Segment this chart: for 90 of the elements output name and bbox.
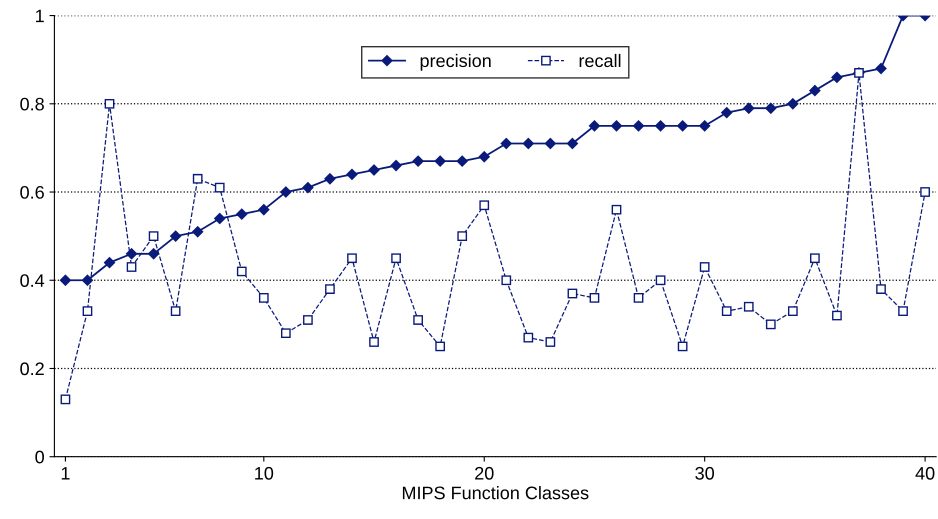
- y-tick-label: 0.4: [20, 274, 44, 287]
- point: [456, 156, 468, 167]
- point: [170, 230, 182, 242]
- point: [60, 394, 70, 404]
- point: [656, 275, 666, 286]
- point: [632, 120, 644, 132]
- point: [546, 337, 556, 347]
- y-tick-label: 0.6: [20, 186, 44, 199]
- point: [457, 231, 468, 242]
- point: [721, 107, 732, 118]
- point: [788, 306, 798, 316]
- point: [346, 168, 358, 180]
- point: [303, 315, 313, 325]
- point: [875, 62, 887, 74]
- point: [368, 164, 380, 176]
- point: [544, 138, 556, 150]
- point: [722, 306, 732, 316]
- x-tick-label: 30: [695, 466, 714, 480]
- point: [390, 160, 402, 172]
- point: [787, 98, 798, 110]
- point: [126, 262, 136, 272]
- point: [654, 120, 666, 132]
- point: [832, 310, 842, 320]
- point: [522, 138, 534, 150]
- point: [82, 306, 92, 316]
- point: [258, 293, 269, 303]
- point: [612, 204, 622, 215]
- point: [148, 248, 160, 260]
- y-tick-label: 0.2: [20, 362, 44, 376]
- point: [325, 284, 335, 294]
- y-tick-label: 0: [35, 450, 44, 464]
- point: [412, 156, 424, 167]
- point: [634, 293, 644, 303]
- point: [501, 275, 512, 286]
- x-tick-label: 1: [62, 467, 70, 480]
- point: [700, 262, 710, 272]
- x-tick-label: 10: [255, 466, 274, 480]
- point: [214, 212, 226, 224]
- point: [678, 342, 688, 352]
- point: [280, 186, 292, 198]
- point: [920, 187, 930, 197]
- point: [236, 208, 248, 220]
- point: [192, 226, 204, 238]
- point: [413, 315, 423, 325]
- point: [479, 200, 490, 210]
- point: [214, 182, 225, 192]
- point: [743, 102, 754, 114]
- point: [500, 138, 512, 150]
- point: [192, 174, 203, 184]
- point: [831, 72, 843, 83]
- point: [170, 306, 180, 316]
- point: [258, 204, 270, 216]
- point: [765, 102, 776, 114]
- point: [60, 274, 72, 286]
- legend-label: precision: [420, 54, 491, 71]
- point: [523, 332, 534, 342]
- point: [435, 342, 446, 352]
- point: [588, 120, 600, 132]
- legend-label: recall: [580, 54, 620, 68]
- point: [126, 248, 138, 260]
- point: [610, 120, 622, 132]
- point: [766, 320, 776, 330]
- point: [391, 253, 401, 264]
- point: [677, 120, 688, 132]
- y-tick-label: 0.8: [20, 98, 44, 111]
- point: [148, 231, 158, 242]
- x-tick-label: 20: [475, 466, 494, 480]
- point: [236, 266, 247, 276]
- point: [898, 306, 908, 316]
- x-axis-title: MIPS Function Classes: [402, 486, 588, 500]
- point: [302, 182, 314, 194]
- point: [324, 173, 336, 184]
- point: [104, 98, 114, 109]
- point: [104, 257, 116, 268]
- point: [809, 84, 820, 96]
- point: [347, 253, 357, 264]
- point: [810, 253, 820, 264]
- point: [568, 288, 578, 298]
- x-tick-label: 40: [915, 466, 934, 480]
- point: [876, 284, 886, 294]
- point: [744, 302, 754, 312]
- point: [590, 293, 600, 303]
- point: [369, 337, 379, 347]
- point: [82, 274, 94, 286]
- y-tick-label: 1: [36, 10, 44, 22]
- point: [434, 156, 446, 167]
- point: [699, 120, 710, 132]
- point: [478, 151, 490, 162]
- point: [566, 138, 578, 150]
- point: [280, 328, 291, 338]
